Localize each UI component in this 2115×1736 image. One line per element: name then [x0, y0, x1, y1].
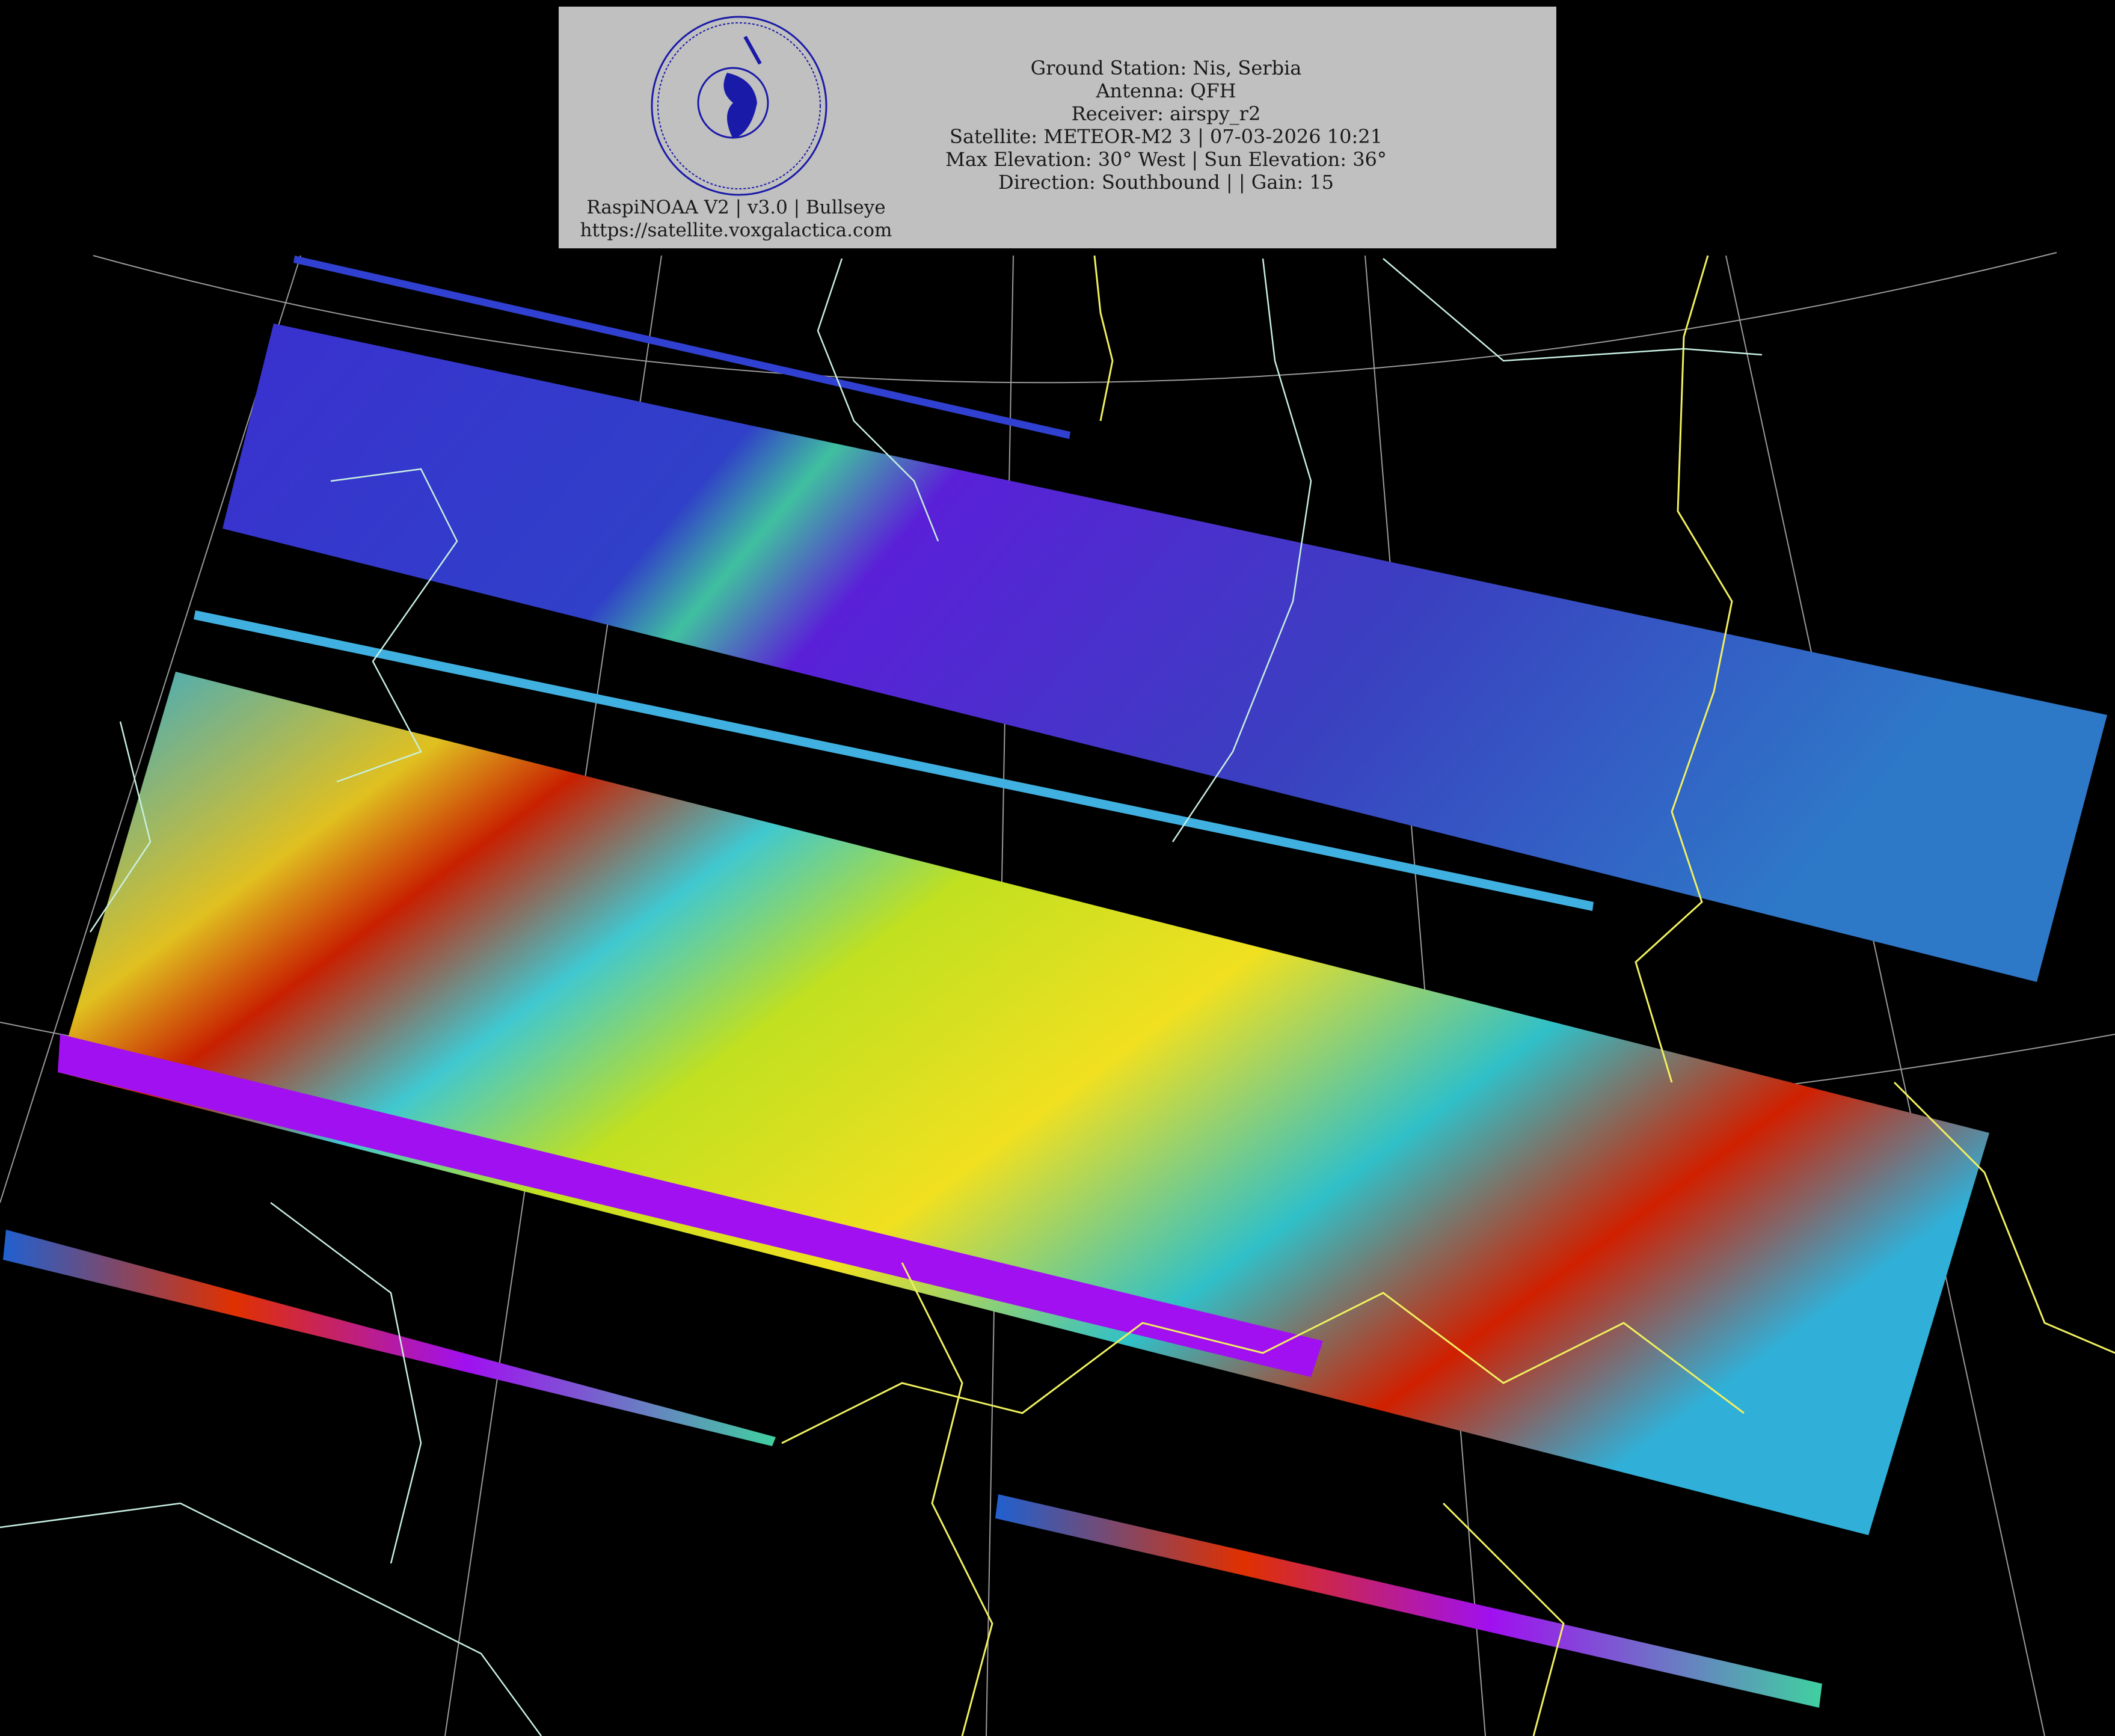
country-borders: [781, 255, 2115, 1736]
station-logo: [651, 16, 827, 196]
header-banner: RaspiNOAA V2 | v3.0 | Bullseye https://s…: [559, 7, 1556, 248]
swath-upper: [223, 324, 2107, 982]
satellite-datetime: Satellite: METEOR-M2 3 | 07-03-2026 10:2…: [950, 125, 1383, 148]
pass-info: Ground Station: Nis, Serbia Antenna: QFH…: [938, 57, 1395, 194]
swath-strip-mid: [194, 610, 1594, 911]
coastlines: [0, 258, 1763, 1736]
swath-strip-bottom-right: [995, 1494, 1822, 1708]
website-url: https://satellite.voxgalactica.com: [580, 219, 892, 241]
ground-station: Ground Station: Nis, Serbia: [1030, 57, 1302, 79]
swath-strip-bottom-left: [3, 1230, 776, 1446]
direction-gain: Direction: Southbound | | Gain: 15: [998, 171, 1334, 194]
elevation: Max Elevation: 30° West | Sun Elevation:…: [945, 148, 1387, 171]
swath-lower: [58, 672, 1989, 1535]
software-version: RaspiNOAA V2 | v3.0 | Bullseye: [586, 197, 886, 218]
receiver: Receiver: airspy_r2: [1071, 102, 1261, 125]
purple-edge: [58, 1034, 1323, 1377]
swath-strip-top: [293, 256, 1070, 439]
antenna: Antenna: QFH: [1096, 79, 1236, 102]
